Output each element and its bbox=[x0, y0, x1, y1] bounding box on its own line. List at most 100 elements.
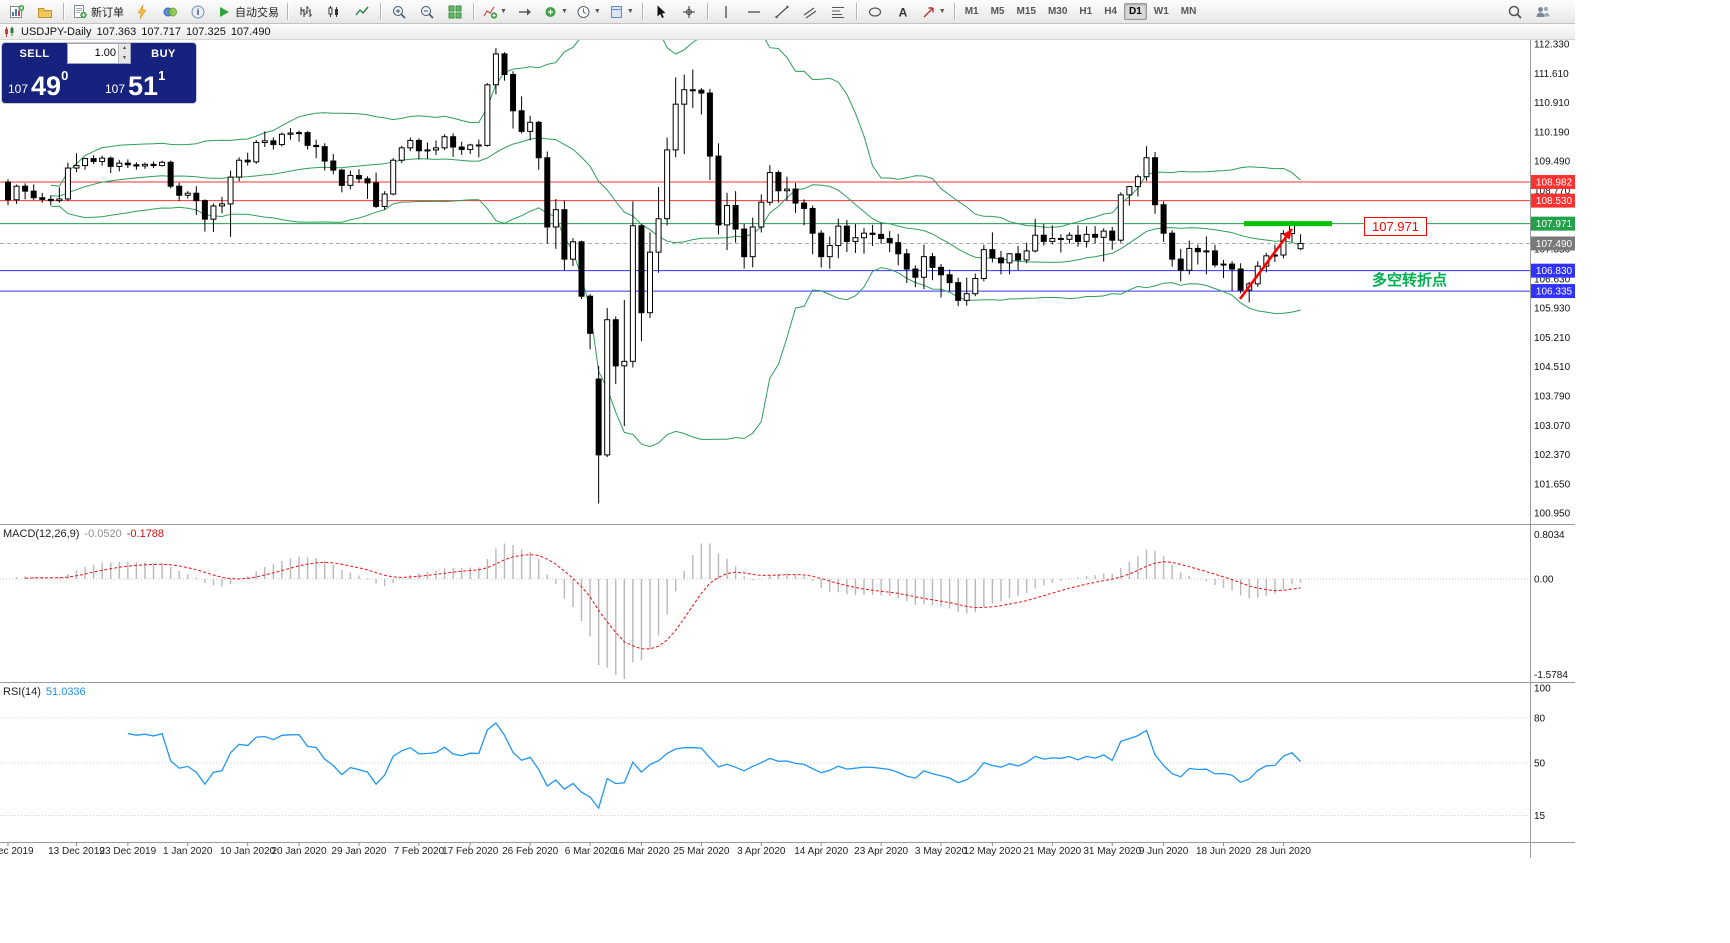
volume-down-button[interactable]: ▼ bbox=[122, 54, 127, 61]
svg-text:102.370: 102.370 bbox=[1534, 450, 1571, 461]
periods-button[interactable]: ▼ bbox=[573, 1, 604, 23]
tile-windows-button[interactable] bbox=[442, 1, 468, 23]
svg-text:80: 80 bbox=[1534, 714, 1546, 725]
arrows-button[interactable]: ▼ bbox=[918, 1, 949, 23]
community-button[interactable] bbox=[1530, 1, 1556, 23]
drawn-annotations[interactable] bbox=[1238, 221, 1332, 300]
info-icon: i bbox=[191, 5, 205, 18]
timeframe-H4[interactable]: H4 bbox=[1104, 6, 1117, 17]
svg-text:12 May 2020: 12 May 2020 bbox=[963, 846, 1021, 857]
crosshair-button[interactable] bbox=[676, 1, 702, 23]
templates-icon bbox=[610, 5, 622, 18]
channel-button[interactable] bbox=[797, 1, 823, 23]
line-chart-button[interactable] bbox=[349, 1, 375, 23]
chart-shift-button[interactable] bbox=[512, 1, 538, 23]
expert-advisors-icon bbox=[137, 4, 147, 19]
new-chart-button[interactable] bbox=[4, 1, 30, 23]
svg-text:106.830: 106.830 bbox=[1536, 266, 1573, 277]
ohlc-high: 107.717 bbox=[141, 25, 182, 38]
svg-text:10 Jan 2020: 10 Jan 2020 bbox=[220, 846, 275, 857]
timeframe-M5[interactable]: M5 bbox=[990, 6, 1005, 17]
chart-window-titlebar[interactable]: USDJPY-Daily 107.363 107.717 107.325 107… bbox=[0, 24, 1575, 40]
zoom-out-button[interactable] bbox=[414, 1, 440, 23]
timeframe-D1[interactable]: D1 bbox=[1124, 3, 1147, 20]
timeframe-M15[interactable]: M15 bbox=[1016, 6, 1036, 17]
vertical-line-icon bbox=[725, 5, 727, 18]
svg-text:104.510: 104.510 bbox=[1534, 362, 1571, 373]
timeframe-MN[interactable]: MN bbox=[1180, 6, 1197, 17]
one-click-trading-panel: SELL 1.00 ▲ ▼ BUY 107 49 0 107 51 1 bbox=[2, 43, 196, 103]
auto-trading-button[interactable]: 自动交易 bbox=[213, 1, 282, 23]
rsi-label: RSI(14) 51.0336 bbox=[3, 686, 86, 698]
panel-separators[interactable] bbox=[0, 40, 1575, 858]
info-button[interactable]: i bbox=[185, 1, 211, 23]
buy-label: BUY bbox=[151, 47, 176, 60]
svg-text:23 Dec 2019: 23 Dec 2019 bbox=[99, 846, 156, 857]
toolbar-separator bbox=[641, 3, 643, 20]
rsi-line bbox=[127, 722, 1302, 810]
line-chart-icon bbox=[355, 6, 369, 15]
svg-text:107.490: 107.490 bbox=[1536, 239, 1573, 250]
chart-symbol-period: USDJPY-Daily bbox=[21, 25, 92, 38]
profiles-button[interactable] bbox=[32, 1, 58, 23]
svg-text:108.530: 108.530 bbox=[1536, 196, 1573, 207]
vertical-line-button[interactable] bbox=[713, 1, 739, 23]
bar-chart-button[interactable] bbox=[293, 1, 319, 23]
chevron-down-icon: ▼ bbox=[500, 8, 507, 15]
timeframe-M30[interactable]: M30 bbox=[1047, 6, 1068, 17]
cursor-button[interactable] bbox=[648, 1, 674, 23]
new-chart-icon bbox=[10, 4, 25, 18]
crosshair-icon bbox=[682, 5, 695, 18]
svg-text:111.610: 111.610 bbox=[1534, 69, 1569, 80]
expert-advisors-button[interactable] bbox=[129, 1, 155, 23]
chart-window-icon bbox=[5, 26, 14, 37]
horizontal-level-lines[interactable] bbox=[0, 181, 1530, 292]
new-order-button[interactable]: 新订单 bbox=[69, 1, 127, 23]
svg-text:14 Apr 2020: 14 Apr 2020 bbox=[794, 846, 848, 857]
indicators-button[interactable]: ▼ bbox=[479, 1, 510, 23]
ask-price[interactable]: 107 51 1 bbox=[99, 64, 196, 103]
timeframe-W1[interactable]: W1 bbox=[1153, 6, 1169, 17]
shapes-icon bbox=[868, 6, 881, 17]
chart-canvas[interactable]: 0.8034 0.00 -1.5784 100 80 50 15 112.330 111.610… bbox=[0, 40, 1575, 858]
candlestick-chart-button[interactable] bbox=[321, 1, 347, 23]
add-object-button[interactable]: ▼ bbox=[540, 1, 571, 23]
horizontal-line-button[interactable] bbox=[741, 1, 767, 23]
trendline-button[interactable] bbox=[769, 1, 795, 23]
bollinger-bands bbox=[50, 40, 1301, 448]
toolbar-separator bbox=[63, 3, 64, 20]
sell-label: SELL bbox=[19, 47, 50, 60]
ask-big-digits: 51 bbox=[128, 71, 159, 101]
volume-field[interactable]: 1.00 ▲ ▼ bbox=[67, 43, 131, 64]
buy-button[interactable]: BUY bbox=[131, 43, 196, 64]
templates-button[interactable]: ▼ bbox=[606, 1, 637, 23]
profiles-icon bbox=[38, 7, 52, 18]
timeframe-H1[interactable]: H1 bbox=[1079, 6, 1093, 17]
svg-text:25 Mar 2020: 25 Mar 2020 bbox=[673, 846, 730, 857]
trend-arrow[interactable] bbox=[1238, 228, 1294, 300]
bid-price[interactable]: 107 49 0 bbox=[2, 64, 99, 103]
svg-text:108.982: 108.982 bbox=[1536, 177, 1573, 188]
ask-prefix: 107 bbox=[105, 82, 126, 96]
sell-button[interactable]: SELL bbox=[2, 43, 67, 64]
turning-point-note[interactable]: 多空转折点 bbox=[1372, 272, 1448, 289]
svg-text:20 Jan 2020: 20 Jan 2020 bbox=[272, 846, 327, 857]
svg-text:0.00: 0.00 bbox=[1534, 575, 1554, 586]
scripts-button[interactable] bbox=[157, 1, 183, 23]
toolbar-right-group bbox=[1501, 1, 1557, 23]
periods-icon bbox=[577, 5, 590, 18]
zoom-in-button[interactable] bbox=[386, 1, 412, 23]
macd-label: MACD(12,26,9) -0.0520 -0.1788 bbox=[3, 528, 164, 540]
price-axis[interactable]: 0.8034 0.00 -1.5784 100 80 50 15 112.330 111.610… bbox=[1531, 40, 1575, 822]
fibonacci-button[interactable] bbox=[825, 1, 851, 23]
search-button[interactable] bbox=[1502, 1, 1528, 23]
shapes-button[interactable] bbox=[862, 1, 888, 23]
svg-text:107.971: 107.971 bbox=[1536, 219, 1573, 230]
volume-up-button[interactable]: ▲ bbox=[122, 45, 127, 51]
timeframe-M1[interactable]: M1 bbox=[964, 6, 979, 17]
text-button[interactable]: A bbox=[890, 1, 916, 23]
toolbar-separator bbox=[706, 3, 708, 20]
scripts-icon bbox=[163, 7, 177, 16]
price-callout[interactable]: 107.971 bbox=[1364, 217, 1427, 236]
